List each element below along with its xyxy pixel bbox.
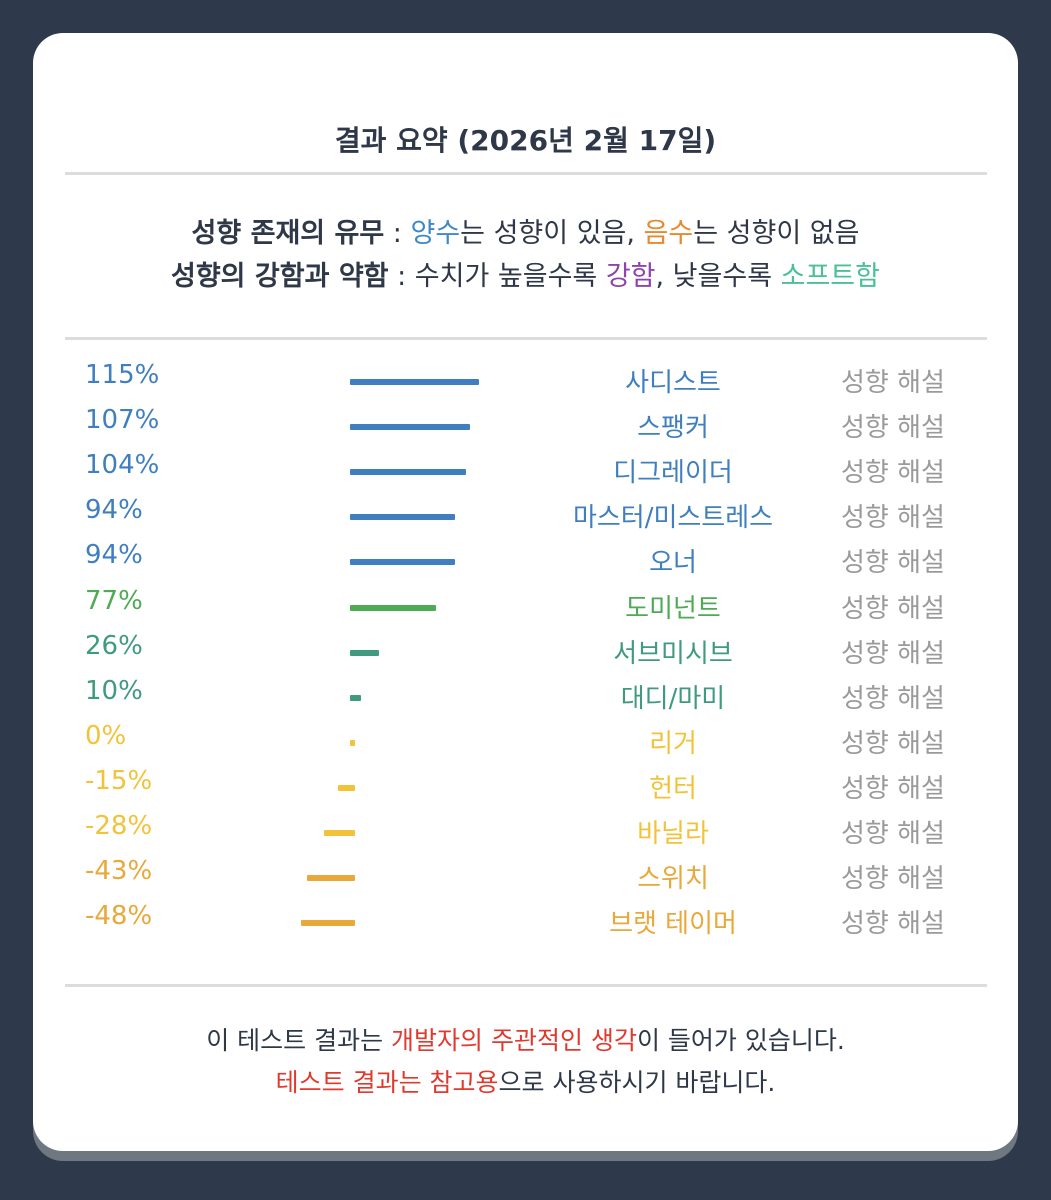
result-row: 94% 마스터/미스트레스 성향 해설 xyxy=(33,495,1018,540)
result-percent: 94% xyxy=(85,495,143,526)
result-bar xyxy=(323,830,355,836)
footer-highlight: 테스트 결과는 참고용 xyxy=(275,1068,499,1097)
result-bar xyxy=(350,739,355,746)
explain-link[interactable]: 성향 해설 xyxy=(841,683,945,714)
result-row: 107% 스팽커 성향 해설 xyxy=(33,405,1018,450)
result-bar xyxy=(350,469,467,476)
explain-link[interactable]: 성향 해설 xyxy=(841,413,945,444)
result-label: 마스터/미스트레스 xyxy=(572,503,774,534)
explain-link[interactable]: 성향 해설 xyxy=(841,458,945,489)
explain-link[interactable]: 성향 해설 xyxy=(841,728,945,759)
page-title: 결과 요약 (2026년 2월 17일) xyxy=(334,124,717,157)
result-percent: -48% xyxy=(85,901,153,932)
explain-link[interactable]: 성향 해설 xyxy=(841,864,945,895)
footer-text: 이 테스트 결과는 xyxy=(206,1026,392,1055)
legend-strength-head: 성향의 강함과 약함 xyxy=(170,261,389,292)
legend-strong: 강함 xyxy=(605,261,656,292)
result-percent: 0% xyxy=(85,720,127,751)
result-bar xyxy=(350,649,380,656)
result-label: 오너 xyxy=(649,548,697,579)
result-percent: -15% xyxy=(85,765,153,796)
explain-link[interactable]: 성향 해설 xyxy=(841,593,945,624)
result-row: 77% 도미넌트 성향 해설 xyxy=(33,586,1018,631)
legend-text: 수치가 높을수록 xyxy=(414,261,606,292)
result-label: 스팽커 xyxy=(637,413,709,444)
explain-link[interactable]: 성향 해설 xyxy=(841,773,945,804)
result-label: 도미넌트 xyxy=(625,593,721,624)
result-bar xyxy=(350,559,456,566)
legend-text: 는 성향이 있음, xyxy=(460,218,644,249)
result-row: -48% 브랫 테이머 성향 해설 xyxy=(33,901,1018,946)
result-percent: 77% xyxy=(85,585,143,616)
explain-link[interactable]: 성향 해설 xyxy=(841,638,945,669)
result-bar xyxy=(301,920,355,927)
legend-sep: : xyxy=(384,218,411,249)
divider xyxy=(65,337,987,340)
legend-sep: : xyxy=(388,261,415,292)
legend-existence: 성향 존재의 유무 : 양수는 성향이 있음, 음수는 성향이 없음 xyxy=(33,211,1018,250)
result-label: 서브미시브 xyxy=(613,638,733,669)
result-percent: 94% xyxy=(85,540,143,571)
result-label: 바닐라 xyxy=(637,819,709,849)
legend-negative: 음수 xyxy=(643,218,694,249)
result-percent: -28% xyxy=(85,811,153,841)
footer-text: 이 들어가 있습니다. xyxy=(636,1026,845,1055)
result-label: 디그레이더 xyxy=(613,458,733,489)
result-bar xyxy=(350,424,470,431)
footer-text: 으로 사용하시기 바랍니다. xyxy=(498,1068,776,1097)
result-bar xyxy=(350,694,362,701)
result-bar xyxy=(350,379,479,385)
result-row: 26% 서브미시브 성향 해설 xyxy=(33,631,1018,676)
result-row: 0% 리거 성향 해설 xyxy=(33,721,1018,766)
result-bar xyxy=(338,784,355,791)
result-row: 10% 대디/마미 성향 해설 xyxy=(33,676,1018,721)
result-label: 대디/마미 xyxy=(620,683,726,714)
result-row: 115% 사디스트 성향 해설 xyxy=(33,360,1018,405)
legend-text: 는 성향이 없음 xyxy=(693,218,860,249)
explain-link[interactable]: 성향 해설 xyxy=(841,909,945,940)
legend-positive: 양수 xyxy=(410,218,461,249)
result-bar xyxy=(350,514,456,521)
result-percent: -43% xyxy=(85,856,153,887)
explain-link[interactable]: 성향 해설 xyxy=(841,503,945,534)
explain-link[interactable]: 성향 해설 xyxy=(841,819,945,849)
result-label: 브랫 테이머 xyxy=(609,909,737,940)
result-percent: 10% xyxy=(85,675,143,706)
result-row: 104% 디그레이더 성향 해설 xyxy=(33,450,1018,495)
result-bar xyxy=(306,875,355,882)
result-percent: 104% xyxy=(85,450,160,481)
explain-link[interactable]: 성향 해설 xyxy=(841,368,945,398)
result-label: 사디스트 xyxy=(625,368,721,398)
legend-existence-head: 성향 존재의 유무 xyxy=(191,218,385,249)
divider xyxy=(65,172,987,175)
legend-soft: 소프트함 xyxy=(780,261,880,292)
result-row: -28% 바닐라 성향 해설 xyxy=(33,811,1018,856)
result-percent: 107% xyxy=(85,405,160,436)
result-card: 결과 요약 (2026년 2월 17일) 성향 존재의 유무 : 양수는 성향이… xyxy=(33,33,1018,1151)
result-bar xyxy=(350,604,437,611)
result-label: 헌터 xyxy=(649,773,697,804)
footer-highlight: 개발자의 주관적인 생각 xyxy=(391,1026,637,1055)
result-label: 리거 xyxy=(649,728,697,759)
footer-line-1: 이 테스트 결과는 개발자의 주관적인 생각이 들어가 있습니다. xyxy=(33,1021,1018,1057)
divider xyxy=(65,984,987,987)
legend-strength: 성향의 강함과 약함 : 수치가 높을수록 강함, 낮을수록 소프트함 xyxy=(33,254,1018,293)
result-row: -43% 스위치 성향 해설 xyxy=(33,856,1018,901)
result-row: -15% 헌터 성향 해설 xyxy=(33,766,1018,811)
legend-text: , 낮을수록 xyxy=(655,261,781,292)
footer-line-2: 테스트 결과는 참고용으로 사용하시기 바랍니다. xyxy=(33,1063,1018,1099)
result-percent: 115% xyxy=(85,360,160,390)
result-percent: 26% xyxy=(85,630,143,661)
result-row: 94% 오너 성향 해설 xyxy=(33,540,1018,585)
explain-link[interactable]: 성향 해설 xyxy=(841,548,945,579)
result-label: 스위치 xyxy=(637,864,709,895)
